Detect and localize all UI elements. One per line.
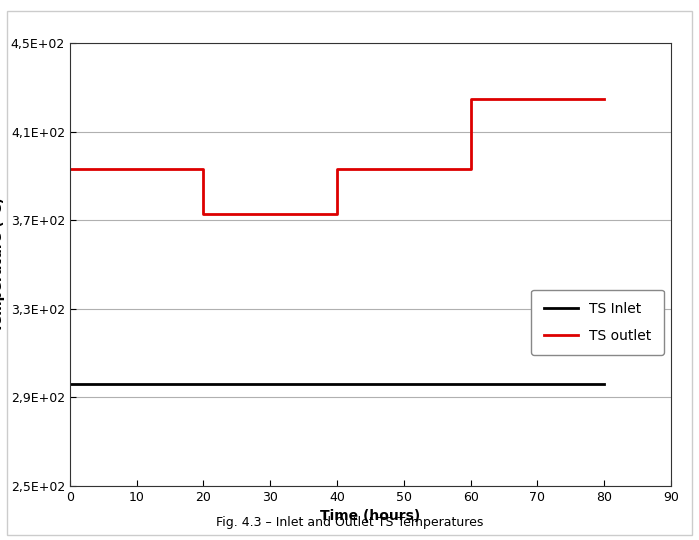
Text: Fig. 4.3 – Inlet and Outlet TS Temperatures: Fig. 4.3 – Inlet and Outlet TS Temperatu… [216, 516, 483, 529]
X-axis label: Time (hours): Time (hours) [320, 509, 421, 523]
TS outlet [600, 96, 608, 102]
Line: TS outlet: TS outlet [70, 99, 604, 214]
Y-axis label: Temperature (°C): Temperature (°C) [0, 197, 5, 332]
TS outlet [333, 211, 341, 217]
TS outlet [333, 166, 341, 173]
TS outlet [199, 166, 208, 173]
Legend: TS Inlet, TS outlet: TS Inlet, TS outlet [531, 289, 664, 355]
TS outlet [199, 211, 208, 217]
TS outlet [66, 166, 74, 173]
TS outlet [466, 96, 475, 102]
TS outlet [466, 166, 475, 173]
